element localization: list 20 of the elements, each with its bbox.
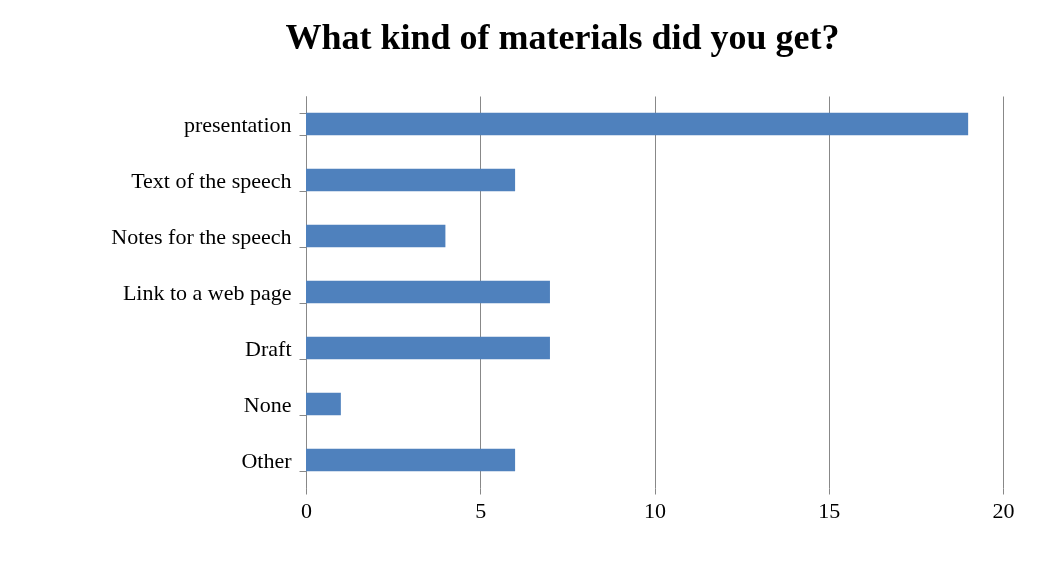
y-tick-label: Draft <box>245 335 292 361</box>
bar <box>306 336 550 360</box>
y-tick-label: Text of the speech <box>131 167 292 193</box>
bar <box>306 280 550 304</box>
x-tick-label: 20 <box>992 497 1015 523</box>
x-tick-label: 5 <box>475 497 487 523</box>
y-tick-label: None <box>243 391 292 417</box>
chart-title: What kind of materials did you get? <box>285 17 840 57</box>
bar <box>306 224 446 248</box>
x-tick-label: 15 <box>818 497 841 523</box>
x-tick-label: 0 <box>301 497 312 523</box>
y-tick-label: presentation <box>183 111 292 137</box>
y-tick-label: Link to a web page <box>122 279 292 305</box>
bar <box>306 392 341 416</box>
x-tick-label: 10 <box>644 497 666 523</box>
bar <box>306 112 969 136</box>
bar <box>306 448 516 472</box>
y-tick-label: Notes for the speech <box>111 223 292 249</box>
y-tick-label: Other <box>241 447 293 473</box>
bar <box>306 168 516 192</box>
